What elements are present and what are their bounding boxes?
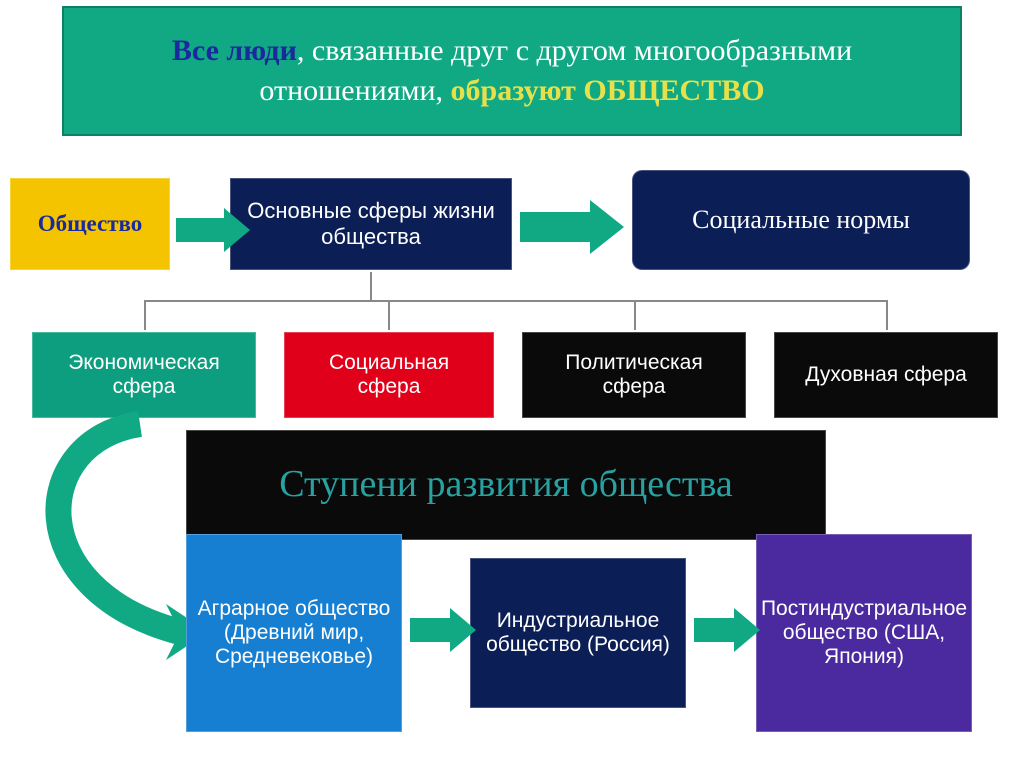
arrow-head-icon [224,208,250,252]
stage-agrarian: Аграрное общество (Древний мир, Средневе… [186,534,402,732]
sphere-economic: Экономическая сфера [32,332,256,418]
title-hl1: Все люди [172,34,297,67]
arrow-stage-2-to-3 [694,618,734,642]
connector-drop [634,300,636,330]
box-social-norms: Социальные нормы [632,170,970,270]
sphere-label: Духовная сфера [805,363,967,387]
connector-drop [388,300,390,330]
arrow-head-icon [450,608,476,652]
arrow-stage-1-to-2 [410,618,450,642]
title-hl2: образуют ОБЩЕСТВО [451,74,765,107]
connector-vertical [370,272,372,300]
connector-drop [144,300,146,330]
arrow-society-to-spheres [176,218,224,242]
box-main-spheres: Основные сферы жизни общества [230,178,512,270]
title-banner: Все люди, связанные друг с другом многоо… [62,6,962,136]
sphere-political: Политическая сфера [522,332,746,418]
sphere-label: Экономическая сфера [43,351,245,399]
stage-industrial: Индустриальное общество (Россия) [470,558,686,708]
stage-label: Индустриальное общество (Россия) [481,609,675,657]
sphere-social: Социальная сфера [284,332,494,418]
stage-label: Постиндустриальное общество (США, Япония… [761,597,967,669]
connector-horizontal [144,300,886,302]
arrow-head-icon [734,608,760,652]
stage-postindustrial: Постиндустриальное общество (США, Япония… [756,534,972,732]
title-text: Все люди, связанные друг с другом многоо… [94,31,930,112]
sphere-label: Политическая сфера [533,351,735,399]
arrow-head-icon [590,200,624,254]
box-society: Общество [10,178,170,270]
curved-arrow-path [58,424,180,632]
stage-label: Аграрное общество (Древний мир, Средневе… [197,597,391,669]
stages-title: Ступени развития общества [186,430,826,540]
sphere-spiritual: Духовная сфера [774,332,998,418]
arrow-spheres-to-norms [520,212,590,242]
connector-drop [886,300,888,330]
stages-title-label: Ступени развития общества [279,462,733,508]
box-society-label: Общество [38,211,143,237]
box-main-spheres-label: Основные сферы жизни общества [241,198,501,250]
sphere-label: Социальная сфера [295,351,483,399]
box-social-norms-label: Социальные нормы [692,205,910,235]
